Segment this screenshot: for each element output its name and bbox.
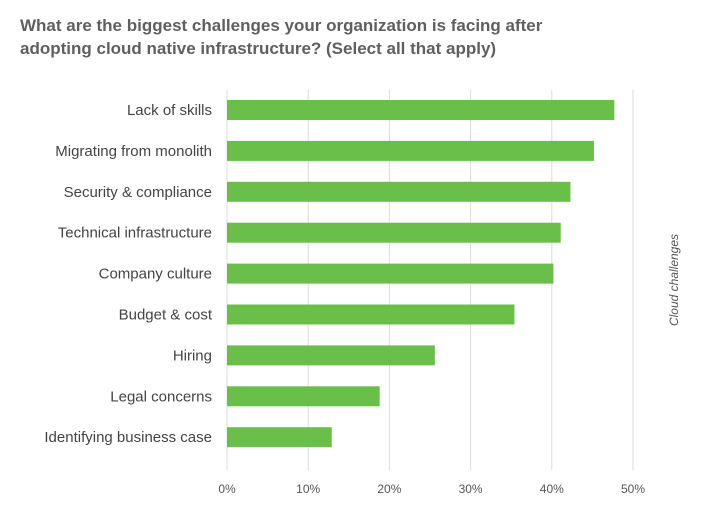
category-label: Security & compliance — [64, 184, 212, 201]
bars — [227, 100, 615, 448]
category-labels: Lack of skills Migrating from monolith Sec… — [44, 102, 212, 446]
chart-title: What are the biggest challenges your org… — [20, 14, 580, 60]
x-tick-label: 10% — [296, 482, 320, 496]
bar — [227, 263, 554, 284]
x-tick-label: 20% — [377, 482, 401, 496]
bar — [227, 140, 595, 161]
bar — [227, 345, 435, 366]
category-label: Technical infrastructure — [58, 225, 212, 242]
chart-title-line-2: adopting cloud native infrastructure? (S… — [20, 39, 497, 58]
x-tick-label: 0% — [218, 482, 236, 496]
x-tick-label: 40% — [540, 482, 564, 496]
x-tick-label: 50% — [621, 482, 645, 496]
category-label: Hiring — [173, 347, 212, 364]
chart-title-line-1: What are the biggest challenges your org… — [20, 16, 543, 35]
category-label: Legal concerns — [110, 388, 212, 405]
tick-labels: 0% 10% 20% 30% 40% 50% — [218, 482, 645, 496]
bar — [227, 222, 561, 243]
category-label: Migrating from monolith — [55, 143, 212, 160]
bar — [227, 181, 571, 202]
side-axis-label: Cloud challenges — [667, 234, 681, 326]
bar — [227, 100, 615, 120]
category-label: Lack of skills — [127, 102, 212, 119]
bar — [227, 386, 380, 407]
bar — [227, 304, 515, 325]
x-tick-label: 30% — [459, 482, 483, 496]
category-label: Budget & cost — [119, 307, 213, 324]
category-label: Company culture — [99, 266, 212, 283]
bar — [227, 427, 332, 448]
category-label: Identifying business case — [44, 429, 212, 446]
